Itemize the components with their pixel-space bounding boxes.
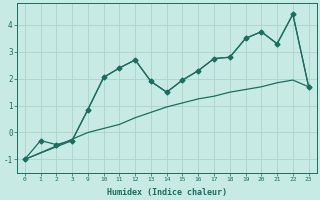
X-axis label: Humidex (Indice chaleur): Humidex (Indice chaleur) (107, 188, 227, 197)
